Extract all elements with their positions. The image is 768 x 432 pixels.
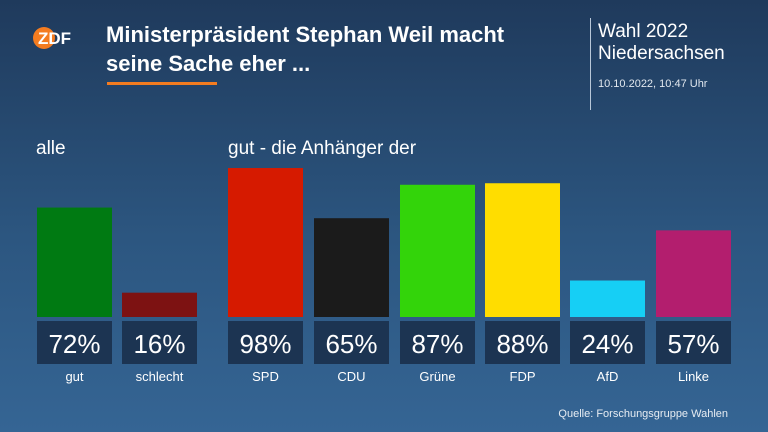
election-line-1: Wahl 2022 [598, 21, 689, 42]
category-label-fdp: FDP [510, 369, 536, 384]
title-line-1: Ministerpräsident Stephan Weil macht [106, 22, 505, 47]
value-label-gut: 72% [48, 329, 100, 359]
election-line-2: Niedersachsen [598, 43, 725, 64]
value-box-linke [656, 321, 731, 364]
bar-gut [37, 207, 112, 317]
category-label-spd: SPD [252, 369, 279, 384]
timestamp: 10.10.2022, 10:47 Uhr [598, 78, 708, 90]
category-label-afd: AfD [597, 369, 619, 384]
value-box-schlecht [122, 321, 197, 364]
value-box-gut [37, 321, 112, 364]
election-label: Wahl 2022 Niedersachsen [598, 21, 725, 65]
zdf-logo: ZDF [33, 27, 71, 49]
svg-text:ZDF: ZDF [38, 29, 71, 48]
value-label-spd: 98% [239, 329, 291, 359]
value-box-spd [228, 321, 303, 364]
header-divider [590, 18, 591, 110]
chart-title: Ministerpräsident Stephan Weil macht sei… [106, 20, 576, 78]
category-label-cdu: CDU [337, 369, 365, 384]
bar-linke [656, 230, 731, 317]
value-box-cdu [314, 321, 389, 364]
category-label-gut: gut [65, 369, 83, 384]
value-label-gruene: 87% [411, 329, 463, 359]
value-label-fdp: 88% [496, 329, 548, 359]
source-note: Quelle: Forschungsgruppe Wahlen [558, 408, 728, 420]
group-label-anhaenger: gut - die Anhänger der [228, 138, 417, 159]
bar-spd [228, 168, 303, 317]
group-label-alle: alle [36, 138, 66, 159]
value-box-fdp [485, 321, 560, 364]
value-label-cdu: 65% [325, 329, 377, 359]
category-label-schlecht: schlecht [136, 369, 184, 384]
bar-schlecht [122, 292, 197, 317]
value-label-afd: 24% [581, 329, 633, 359]
title-underline [107, 82, 217, 85]
category-label-linke: Linke [678, 369, 709, 384]
value-label-schlecht: 16% [133, 329, 185, 359]
bar-cdu [314, 218, 389, 317]
category-label-gruene: Grüne [419, 369, 455, 384]
value-box-gruene [400, 321, 475, 364]
title-line-2: seine Sache eher ... [106, 51, 311, 76]
bar-fdp [485, 183, 560, 317]
bar-gruene [400, 184, 475, 317]
value-box-afd [570, 321, 645, 364]
bar-afd [570, 280, 645, 317]
value-label-linke: 57% [667, 329, 719, 359]
